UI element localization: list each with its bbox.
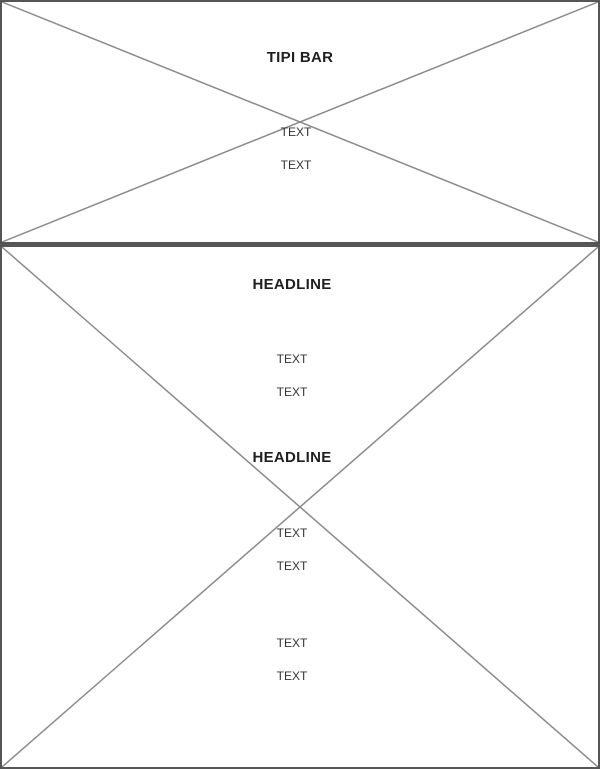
section-2-text-4: TEXT xyxy=(276,669,308,683)
banner-text-2: TEXT xyxy=(280,158,312,172)
section-1-text-1: TEXT xyxy=(276,352,308,366)
section-2-text-1: TEXT xyxy=(276,526,308,540)
content-image-placeholder: HEADLINE TEXT TEXT HEADLINE TEXT TEXT TE… xyxy=(0,244,600,769)
banner-title: TIPI BAR xyxy=(266,49,334,66)
image-placeholder-cross xyxy=(2,247,598,767)
section-2-text-2: TEXT xyxy=(276,559,308,573)
section-2-text-3: TEXT xyxy=(276,636,308,650)
hero-image-placeholder: TIPI BAR TEXT TEXT xyxy=(0,0,600,244)
section-1-headline: HEADLINE xyxy=(252,276,332,293)
image-placeholder-cross xyxy=(2,2,598,242)
banner-text-1: TEXT xyxy=(280,125,312,139)
section-1-text-2: TEXT xyxy=(276,385,308,399)
section-2-headline: HEADLINE xyxy=(252,449,332,466)
